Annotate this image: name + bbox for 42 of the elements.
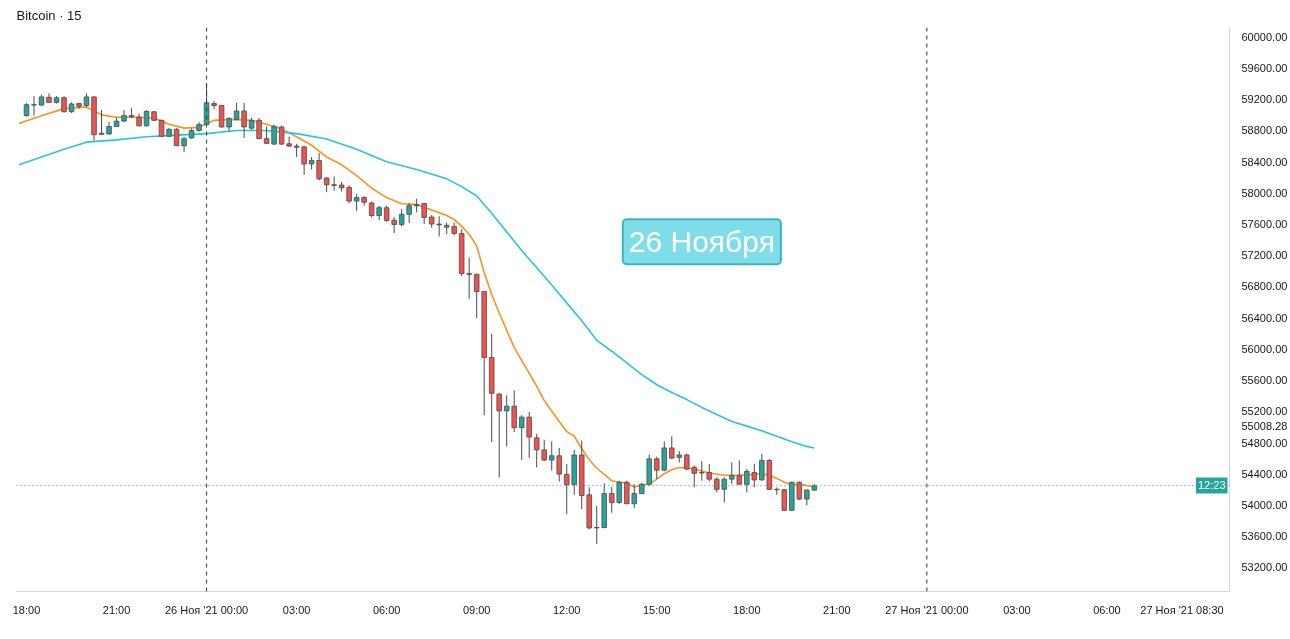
y-tick-label: 56800.00 (1241, 280, 1288, 293)
y-tick-label: 58800.00 (1241, 124, 1288, 137)
y-tick-label: 55008.28 (1241, 420, 1288, 433)
candlestick (533, 433, 540, 468)
y-tick-label: 60000.00 (1241, 30, 1288, 43)
y-tick-label: 59600.00 (1241, 62, 1288, 75)
line-series (18, 129, 816, 449)
chart-title: Bitcoin · 15 (16, 7, 82, 23)
y-tick-label: 54000.00 (1241, 498, 1288, 511)
y-tick-label: 55200.00 (1241, 405, 1288, 418)
y-tick-label: 58000.00 (1241, 186, 1288, 199)
x-tick-label: 27 Ноя '21 08:30 (1140, 603, 1224, 616)
x-tick-label: 21:00 (102, 603, 131, 616)
annotation: 12:23 (1197, 479, 1226, 492)
x-tick-label: 15:00 (643, 603, 671, 616)
candlestick (436, 215, 442, 238)
x-tick-label: 21:00 (823, 603, 851, 616)
x-tick-label: 18:00 (733, 603, 761, 616)
candlestick (774, 486, 780, 496)
y-tick-label: 54800.00 (1241, 436, 1288, 449)
y-tick-label: 55600.00 (1241, 374, 1288, 387)
x-tick-label: 09:00 (462, 603, 491, 616)
y-tick-label: 56400.00 (1241, 311, 1288, 324)
x-tick-label: 03:00 (282, 603, 311, 616)
y-tick-label: 53600.00 (1241, 530, 1288, 543)
y-tick-label: 59200.00 (1241, 93, 1288, 106)
x-tick-label: 12:00 (552, 603, 581, 616)
x-tick-label: 03:00 (1003, 603, 1031, 616)
x-tick-label: 06:00 (372, 603, 401, 616)
y-tick-label: 57600.00 (1241, 218, 1288, 231)
y-tick-label: 54400.00 (1241, 467, 1288, 480)
y-tick-label: 58400.00 (1241, 155, 1288, 168)
x-tick-label: 18:00 (12, 603, 41, 616)
x-tick-label: 26 Ноя '21 00:00 (164, 603, 249, 616)
candlestick (31, 95, 37, 117)
y-tick-label: 56000.00 (1241, 342, 1288, 355)
candlestick (496, 392, 502, 479)
x-tick-label: 27 Ноя '21 00:00 (885, 603, 969, 616)
annotation: 26 Ноября (628, 225, 775, 259)
y-tick-label: 53200.00 (1241, 561, 1288, 574)
y-tick-label: 57200.00 (1241, 249, 1288, 262)
x-tick-label: 06:00 (1093, 603, 1121, 616)
